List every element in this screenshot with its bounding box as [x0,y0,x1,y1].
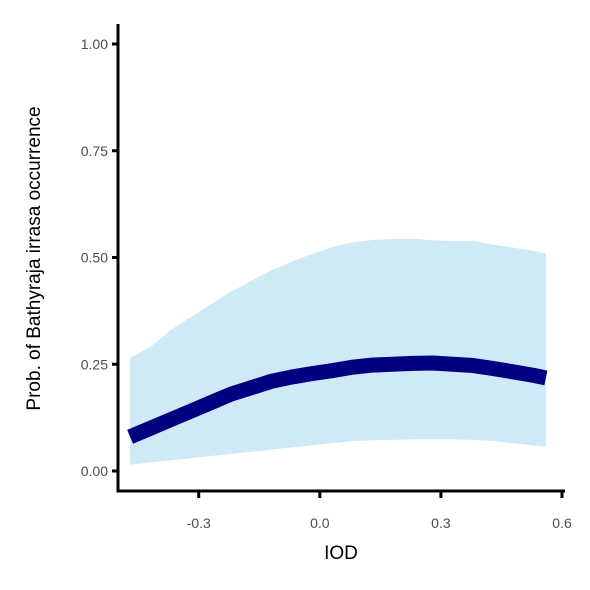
y-tick-label: 0.00 [81,463,108,479]
confidence-band-layer [130,238,546,465]
confidence-band [130,238,546,465]
series-line [127,355,548,444]
y-tick-label: 0.75 [81,143,108,159]
x-axis-title: IOD [324,543,358,564]
x-axis-ticks: -0.3 0.0 0.3 0.6 [187,491,572,531]
y-tick-label: 0.25 [81,356,108,372]
y-tick-label: 1.00 [81,36,108,52]
y-axis-ticks: 0.00 0.25 0.50 0.75 1.00 [81,36,118,479]
y-tick-label: 0.50 [81,250,108,266]
x-tick-label: 0.3 [431,515,451,531]
x-tick-label: 0.0 [310,515,330,531]
x-tick-label: -0.3 [187,515,211,531]
y-axis-title: Prob. of Bathyraja irrasa occurrence [24,106,45,410]
series-line-layer [127,355,548,444]
x-tick-label: 0.6 [552,515,572,531]
